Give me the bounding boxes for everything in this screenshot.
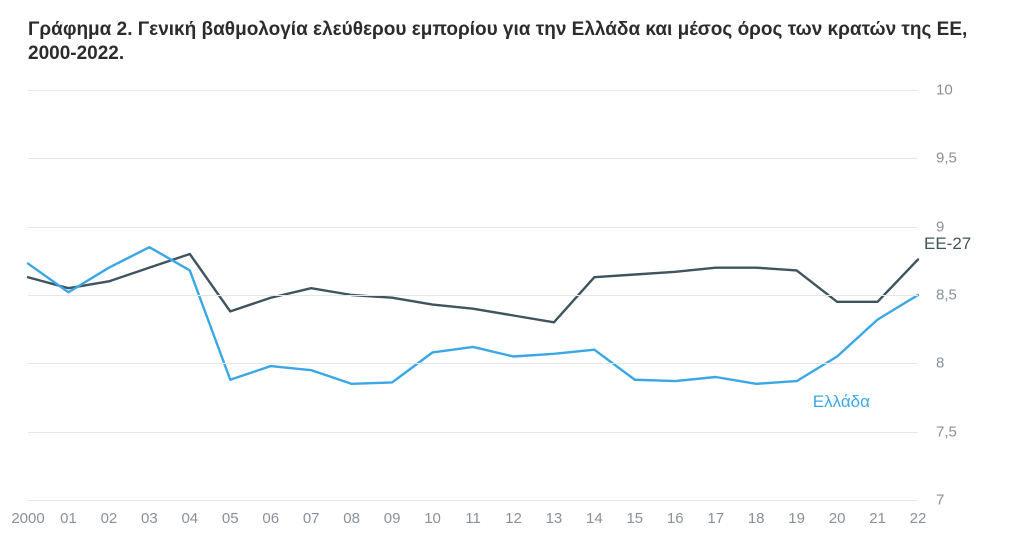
chart-title: Γράφημα 2. Γενική βαθμολογία ελεύθερου ε… [28,18,996,67]
x-tick-label: 08 [343,510,360,527]
series-label: ΕΕ-27 [924,234,971,254]
x-tick-label: 07 [303,510,320,527]
x-tick-label: 2000 [11,510,44,527]
y-tick-label: 9 [936,218,944,235]
x-tick-label: 15 [626,510,643,527]
y-tick-label: 8 [936,355,944,372]
x-tick-label: 16 [667,510,684,527]
x-tick-label: 12 [505,510,522,527]
y-tick-label: 7,5 [936,423,957,440]
y-tick-label: 10 [936,82,953,99]
y-tick-label: 7 [936,492,944,509]
x-tick-label: 05 [222,510,239,527]
grid-line [28,432,918,433]
x-tick-label: 14 [586,510,603,527]
x-tick-label: 20 [829,510,846,527]
x-tick-label: 04 [181,510,198,527]
chart-container: Γράφημα 2. Γενική βαθμολογία ελεύθερου ε… [0,0,1024,552]
grid-line [28,295,918,296]
series-label: Ελλάδα [813,392,870,412]
x-tick-label: 09 [384,510,401,527]
y-tick-label: 9,5 [936,150,957,167]
x-tick-label: 01 [60,510,77,527]
x-tick-label: 17 [707,510,724,527]
x-tick-label: 02 [101,510,118,527]
grid-line [28,227,918,228]
plot-area: 77,588,599,51020000102030405060708091011… [28,90,918,500]
grid-line [28,158,918,159]
x-tick-label: 22 [910,510,927,527]
grid-line [28,90,918,91]
x-tick-label: 13 [546,510,563,527]
x-tick-label: 11 [465,510,481,527]
y-tick-label: 8,5 [936,287,957,304]
grid-line [28,500,918,501]
grid-line [28,363,918,364]
x-tick-label: 19 [788,510,805,527]
series-line [28,254,918,322]
x-tick-label: 21 [869,510,886,527]
x-tick-label: 18 [748,510,765,527]
x-tick-label: 10 [424,510,441,527]
x-tick-label: 06 [262,510,279,527]
x-tick-label: 03 [141,510,158,527]
